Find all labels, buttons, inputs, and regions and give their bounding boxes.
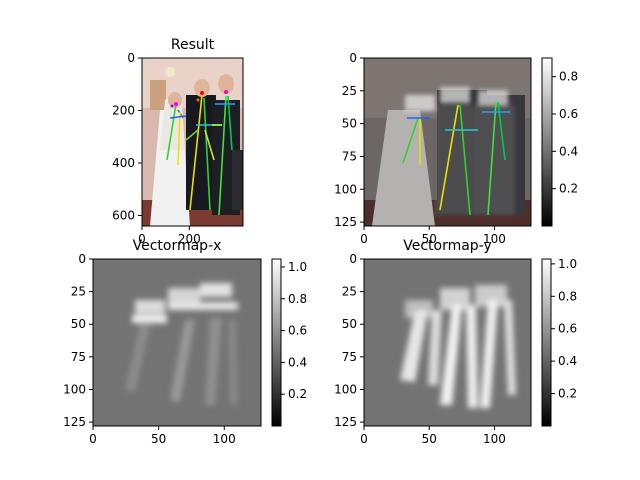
colorbar-tick-label: 0.6	[288, 324, 307, 338]
y-tick-label: 100	[334, 182, 357, 196]
overlay-colorbar: 0.2 0.4 0.6 0.8	[541, 57, 578, 227]
vectormap-x-axes-frame	[92, 258, 262, 427]
y-tick-label: 50	[342, 117, 357, 131]
vectormap-x-title: Vectormap-x	[133, 238, 222, 254]
x-tick-label: 100	[483, 432, 506, 446]
overlay-axes-frame	[363, 57, 532, 227]
x-tick-label: 0	[89, 432, 97, 446]
y-tick-label: 25	[342, 84, 357, 98]
y-tick-label: 200	[112, 104, 135, 118]
y-tick-label: 0	[78, 252, 86, 266]
colorbar-tick-label: 1.0	[558, 257, 577, 271]
x-tick-label: 0	[360, 232, 368, 246]
colorbar-tick-label: 0.8	[288, 292, 307, 306]
pose-skeleton-overlay	[166, 90, 235, 216]
colorbar-tick-label: 0.6	[558, 322, 577, 336]
x-tick-label: 200	[178, 232, 201, 246]
result-title: Result	[171, 37, 215, 53]
colorbar-tick-label: 0.8	[559, 70, 578, 84]
y-tick-label: 0	[349, 51, 357, 65]
y-tick-label: 75	[71, 350, 86, 364]
x-tick-label: 50	[422, 432, 437, 446]
colorbar-tick-label: 0.4	[288, 355, 307, 369]
y-tick-label: 25	[342, 285, 357, 299]
vectormap-x-ticks: 0 50 100 0 25 50 75 100 125	[63, 252, 236, 446]
vectormap-y-axes-frame	[363, 258, 532, 427]
colorbar-tick-label: 0.6	[559, 107, 578, 121]
y-tick-label: 400	[112, 156, 135, 170]
y-tick-label: 0	[349, 252, 357, 266]
y-tick-label: 125	[63, 415, 86, 429]
result-ticks: 0 200 0 200 400 600	[112, 51, 201, 246]
y-tick-label: 75	[342, 350, 357, 364]
colorbar-tick-label: 1.0	[288, 260, 307, 274]
x-tick-label: 100	[483, 232, 506, 246]
x-tick-label: 0	[138, 232, 146, 246]
y-tick-label: 75	[342, 149, 357, 163]
colorbar-tick-label: 0.2	[559, 182, 578, 196]
x-tick-label: 0	[360, 432, 368, 446]
colorbar-tick-label: 0.2	[558, 387, 577, 401]
y-tick-label: 100	[63, 382, 86, 396]
vectormap-y-title: Vectormap-y	[403, 238, 492, 254]
overlay-ticks: 0 50 100 0 25 50 75 100 125	[334, 51, 506, 246]
result-axes-frame	[141, 57, 244, 227]
x-tick-label: 50	[151, 432, 166, 446]
y-tick-label: 125	[334, 215, 357, 229]
vectormap-y-colorbar: 0.2 0.4 0.6 0.8 1.0	[541, 257, 577, 427]
y-tick-label: 125	[334, 415, 357, 429]
panel-heatmap-overlay: 0 50 100 0 25 50 75 100 125 0.2 0.4 0.6 0.8	[334, 51, 578, 246]
y-tick-label: 600	[112, 209, 135, 223]
colorbar-tick-label: 0.8	[558, 289, 577, 303]
x-tick-label: 50	[422, 232, 437, 246]
y-tick-label: 50	[71, 317, 86, 331]
panel-result: Result 0 200 0 200 400 600	[112, 37, 244, 246]
heatmap-overlay-image	[364, 58, 531, 226]
colorbar-tick-label: 0.2	[288, 387, 307, 401]
colorbar-tick-label: 0.4	[558, 354, 577, 368]
vectormap-y-image	[364, 259, 531, 426]
y-tick-label: 0	[127, 51, 135, 65]
vectormap-y-ticks: 0 50 100 0 25 50 75 100 125	[334, 252, 506, 446]
vectormap-x-image	[93, 259, 261, 426]
colorbar-tick-label: 0.4	[559, 144, 578, 158]
vectormap-x-colorbar: 0.2 0.4 0.6 0.8 1.0	[271, 258, 307, 427]
y-tick-label: 100	[334, 382, 357, 396]
x-tick-label: 100	[213, 432, 236, 446]
y-tick-label: 50	[342, 317, 357, 331]
photo-image	[142, 58, 243, 226]
y-tick-label: 25	[71, 285, 86, 299]
